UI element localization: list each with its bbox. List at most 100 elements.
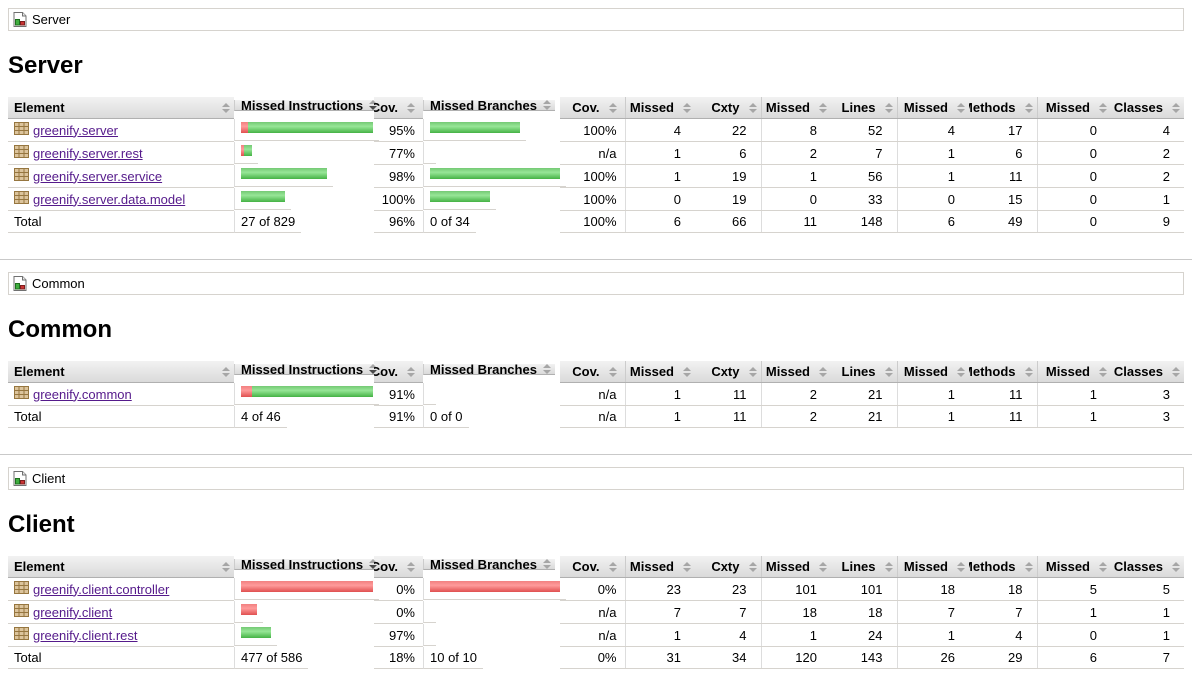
column-header-content: Cov.: [566, 364, 617, 379]
column-header-missed[interactable]: Missed: [624, 361, 695, 383]
column-header-missed[interactable]: Missed: [896, 97, 969, 119]
total-branches-cell: 0 of 0: [423, 405, 469, 428]
sort-up-arrow: [819, 366, 827, 371]
column-header-cov-[interactable]: Cov.: [560, 97, 625, 119]
column-header-element[interactable]: Element: [8, 361, 234, 383]
column-header-classes[interactable]: Classes: [1111, 361, 1184, 383]
covered-bar-segment: [241, 167, 327, 179]
column-header-missed[interactable]: Missed: [760, 361, 831, 383]
column-header-missed-instructions[interactable]: Missed Instructions: [234, 559, 382, 571]
table-total-row: Total 477 of 586 18% 10 of 10 0% 31 34 120 143 26…: [8, 646, 1184, 669]
column-header-classes[interactable]: Classes: [1111, 556, 1184, 578]
column-header-cov-[interactable]: Cov.: [374, 361, 423, 383]
column-header-missed[interactable]: Missed: [624, 556, 695, 578]
missed-lines-cell: 2: [760, 382, 831, 406]
sort-icon: [748, 366, 757, 377]
column-header-label: Lines: [841, 559, 876, 574]
sort-icon: [683, 366, 691, 377]
missed-instructions-bar-cell: [234, 600, 263, 623]
branch-coverage-cell: n/a: [560, 382, 625, 406]
package-link[interactable]: greenify.server: [33, 122, 119, 138]
column-header-missed-instructions[interactable]: Missed Instructions: [234, 364, 382, 376]
column-header-methods[interactable]: Methods: [969, 97, 1037, 119]
sort-down-arrow: [222, 372, 230, 377]
column-header-methods[interactable]: Methods: [969, 361, 1037, 383]
column-header-label: Element: [14, 364, 65, 379]
column-header-cov-[interactable]: Cov.: [560, 361, 625, 383]
column-header-content: Missed: [630, 559, 691, 574]
column-header-missed-branches[interactable]: Missed Branches: [423, 559, 555, 571]
package-link[interactable]: greenify.server.data.model: [33, 191, 186, 207]
package-link[interactable]: greenify.client.rest: [33, 627, 138, 643]
sort-down-arrow: [884, 372, 893, 377]
column-header-content: Missed Branches: [430, 559, 551, 570]
column-header-lines[interactable]: Lines: [831, 556, 897, 578]
sort-down-arrow: [222, 567, 230, 572]
missed-bar-segment: [241, 144, 244, 156]
column-header-missed[interactable]: Missed: [624, 97, 695, 119]
column-header-missed[interactable]: Missed: [1036, 556, 1111, 578]
coverage-bar: [241, 190, 285, 202]
missed-methods-cell: 7: [896, 600, 969, 624]
missed-bar-segment: [241, 603, 257, 615]
column-header-cov-[interactable]: Cov.: [560, 556, 625, 578]
branch-coverage-cell: 100%: [560, 118, 625, 142]
total-missed-methods-cell: 26: [896, 646, 969, 669]
sort-up-arrow: [957, 366, 965, 371]
column-header-missed[interactable]: Missed: [896, 361, 969, 383]
package-link[interactable]: greenify.common: [33, 386, 132, 402]
sort-up-arrow: [748, 366, 757, 371]
missed-lines-cell: 2: [760, 141, 831, 165]
column-header-content: Missed: [1044, 364, 1107, 379]
column-header-cxty[interactable]: Cxty: [695, 97, 761, 119]
column-header-missed[interactable]: Missed: [1036, 97, 1111, 119]
column-header-content: Missed: [766, 100, 827, 115]
column-header-label: Cxty: [711, 100, 740, 115]
column-header-element[interactable]: Element: [8, 556, 234, 578]
column-header-missed-branches[interactable]: Missed Branches: [423, 364, 555, 376]
sort-down-arrow: [1172, 567, 1180, 572]
package-link[interactable]: greenify.client.controller: [33, 581, 170, 597]
column-header-cov-[interactable]: Cov.: [374, 556, 423, 578]
column-header-content: Methods: [969, 364, 1033, 379]
report-icon: [13, 276, 27, 291]
column-header-label: Missed: [629, 100, 674, 115]
column-header-cxty[interactable]: Cxty: [695, 361, 761, 383]
column-header-missed[interactable]: Missed: [760, 556, 831, 578]
missed-cxty-cell: 1: [624, 141, 695, 165]
coverage-bar: [430, 190, 490, 202]
column-header-lines[interactable]: Lines: [831, 97, 897, 119]
total-cxty-cell: 34: [695, 646, 761, 669]
sort-down-arrow: [608, 372, 617, 377]
column-header-missed[interactable]: Missed: [896, 556, 969, 578]
column-header-missed[interactable]: Missed: [1036, 361, 1111, 383]
column-header-cov-[interactable]: Cov.: [374, 97, 423, 119]
column-header-lines[interactable]: Lines: [831, 361, 897, 383]
sort-icon: [407, 102, 415, 113]
package-link[interactable]: greenify.server.rest: [33, 145, 143, 161]
classes-cell: 2: [1111, 141, 1184, 165]
total-missed-cxty-cell: 31: [624, 646, 695, 669]
column-header-content: Cov.: [374, 559, 415, 574]
missed-classes-cell: 0: [1036, 187, 1111, 211]
column-header-cxty[interactable]: Cxty: [695, 556, 761, 578]
missed-cxty-cell: 4: [624, 118, 695, 142]
methods-cell: 17: [969, 118, 1037, 142]
breadcrumb: Server: [8, 8, 1184, 31]
column-header-missed-branches[interactable]: Missed Branches: [423, 100, 555, 112]
sort-up-arrow: [748, 102, 757, 107]
column-header-label: Lines: [841, 364, 876, 379]
coverage-bar: [430, 167, 560, 179]
column-header-element[interactable]: Element: [8, 97, 234, 119]
sort-icon: [1024, 366, 1033, 377]
package-link[interactable]: greenify.client: [33, 604, 113, 620]
sort-down-arrow: [884, 567, 893, 572]
coverage-bar: [241, 144, 252, 156]
column-header-classes[interactable]: Classes: [1111, 97, 1184, 119]
column-header-methods[interactable]: Methods: [969, 556, 1037, 578]
covered-bar-segment: [248, 121, 373, 133]
column-header-missed-instructions[interactable]: Missed Instructions: [234, 100, 382, 112]
sort-up-arrow: [683, 102, 691, 107]
package-link[interactable]: greenify.server.service: [33, 168, 163, 184]
column-header-missed[interactable]: Missed: [760, 97, 831, 119]
